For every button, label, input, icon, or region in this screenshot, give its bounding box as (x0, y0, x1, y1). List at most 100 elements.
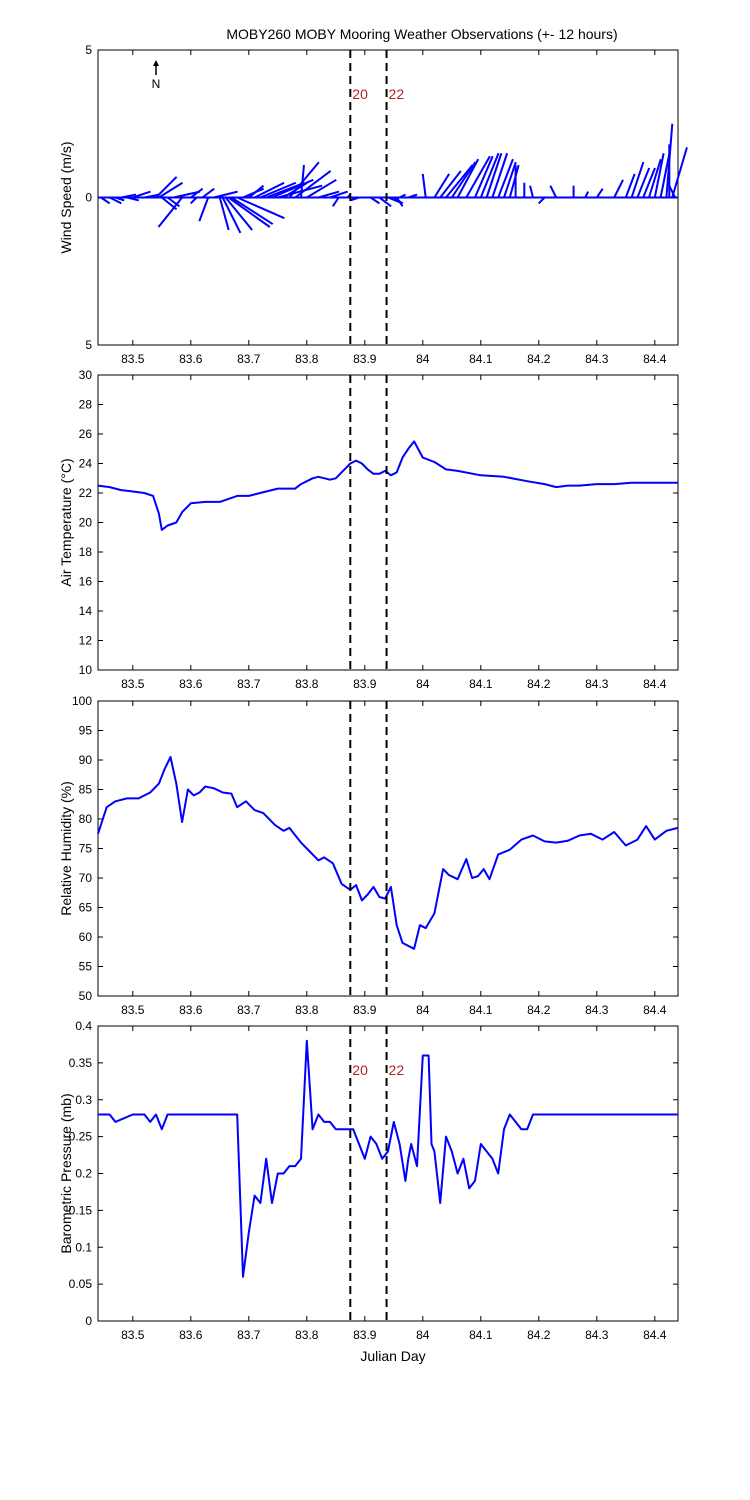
wind-stick (306, 178, 337, 199)
wind-stick (370, 196, 381, 205)
panel-1: 83.5 83.6 83.7 83.8 83.9 84 84.1 84.2 84.3 84.4 5 0… (58, 43, 688, 366)
y-tick-label: 60 (79, 930, 93, 944)
y-tick-label: 0.4 (75, 1019, 92, 1033)
y-axis-label: Relative Humidity (%) (58, 781, 74, 916)
x-tick-label: 84.4 (643, 1003, 667, 1017)
x-tick-label: 84.1 (469, 677, 493, 691)
y-tick-label: 55 (79, 960, 93, 974)
wind-stick (450, 161, 477, 199)
marker-label: 20 (352, 1062, 368, 1078)
y-tick-label: 10 (79, 663, 93, 677)
panel-2: 83.5 83.6 83.7 83.8 83.9 84 84.1 84.2 84.3 84.4 10… (58, 368, 679, 691)
x-tick-label: 83.5 (121, 1328, 145, 1342)
wind-stick (508, 164, 520, 198)
wind-stick (100, 196, 111, 205)
wind-stick (485, 152, 503, 198)
y-tick-label: 70 (79, 871, 93, 885)
wind-stick (479, 152, 500, 198)
x-tick-label: 84.4 (643, 352, 667, 366)
x-tick-label: 83.7 (237, 1328, 261, 1342)
wind-stick (201, 187, 215, 199)
x-tick-label: 83.9 (353, 1328, 377, 1342)
y-tick-label: 95 (79, 724, 93, 738)
y-axis-label: Barometric Pressure (mb) (58, 1093, 74, 1253)
north-label: N (152, 77, 161, 91)
x-tick-label: 84.3 (585, 1003, 609, 1017)
wind-stick (671, 147, 688, 198)
wind-stick (433, 173, 450, 199)
x-tick-label: 83.6 (179, 1328, 203, 1342)
wind-stick (121, 193, 137, 199)
x-tick-label: 83.9 (353, 352, 377, 366)
x-tick-label: 83.8 (295, 352, 319, 366)
marker-label: 22 (389, 1062, 405, 1078)
y-tick-label: 5 (85, 43, 92, 57)
y-tick-label: 24 (79, 457, 93, 471)
y-tick-label: 16 (79, 575, 93, 589)
x-tick-label: 84.2 (527, 1328, 551, 1342)
y-axis-label: Wind Speed (m/s) (58, 141, 74, 253)
y-tick-label: 30 (79, 368, 93, 382)
wind-stick (158, 181, 184, 199)
x-tick-label: 83.5 (121, 352, 145, 366)
x-tick-label: 83.7 (237, 677, 261, 691)
x-tick-label: 84.1 (469, 1003, 493, 1017)
wind-stick (399, 193, 406, 199)
x-tick-label: 83.9 (353, 677, 377, 691)
wind-stick (213, 190, 238, 199)
x-tick-label: 83.8 (295, 1003, 319, 1017)
x-tick-label: 83.6 (179, 1003, 203, 1017)
wind-stick (456, 158, 480, 198)
y-tick-label: 0.2 (75, 1167, 92, 1181)
y-tick-label: 0.25 (69, 1130, 93, 1144)
x-tick-label: 83.7 (237, 352, 261, 366)
wind-stick (157, 196, 183, 228)
x-tick-label: 84.2 (527, 352, 551, 366)
y-tick-label: 18 (79, 545, 93, 559)
wind-stick (349, 196, 360, 202)
wind-stick (549, 185, 558, 198)
wind-stick (190, 187, 204, 199)
wind-stick (642, 167, 656, 198)
wind-stick (497, 158, 514, 198)
wind-stick (407, 193, 418, 199)
series-line (97, 756, 679, 950)
wind-stick (595, 188, 604, 199)
y-tick-label: 0 (85, 1314, 92, 1328)
y-tick-label: 0.15 (69, 1203, 93, 1217)
y-tick-label: 0 (85, 191, 92, 205)
y-tick-label: 20 (79, 516, 93, 530)
wind-stick (236, 196, 285, 220)
x-tick-label: 83.6 (179, 677, 203, 691)
x-tick-label: 84.2 (527, 1003, 551, 1017)
x-tick-label: 84 (416, 352, 430, 366)
x-tick-label: 83.5 (121, 677, 145, 691)
y-tick-label: 5 (85, 338, 92, 352)
wind-stick (227, 196, 271, 228)
wind-stick (329, 190, 349, 199)
wind-stick (421, 173, 427, 198)
wind-stick (288, 161, 320, 199)
panel-4: 83.5 83.6 83.7 83.8 83.9 84 84.1 84.2 84.3 84.4 0 0… (58, 1019, 679, 1342)
wind-stick (648, 158, 662, 198)
y-tick-label: 0.1 (75, 1240, 92, 1254)
wind-stick (503, 161, 517, 198)
plot-frame (97, 700, 679, 997)
x-tick-label: 83.5 (121, 1003, 145, 1017)
wind-stick (218, 197, 230, 231)
wind-stick (224, 196, 253, 231)
x-tick-label: 83.8 (295, 677, 319, 691)
y-tick-label: 65 (79, 901, 93, 915)
plot-frame (97, 374, 679, 671)
wind-stick (132, 190, 151, 199)
wind-stick (126, 196, 140, 202)
wind-stick (221, 197, 242, 234)
y-tick-label: 0.3 (75, 1093, 92, 1107)
wind-stick (144, 193, 160, 199)
y-axis-label: Air Temperature (°C) (58, 458, 74, 586)
wind-stick (659, 153, 671, 198)
series-line (98, 1039, 678, 1278)
marker-label: 20 (352, 86, 368, 102)
wind-stick (653, 153, 665, 198)
wind-stick (300, 164, 305, 198)
